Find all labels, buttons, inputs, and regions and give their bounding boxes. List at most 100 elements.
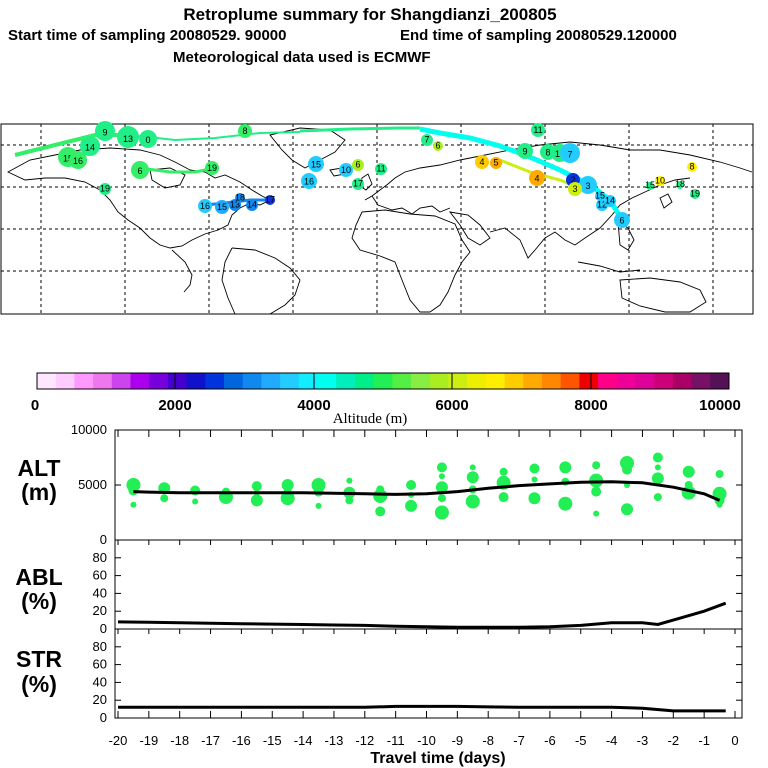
map-marker: 3 <box>568 182 582 196</box>
alt-scatter-point <box>651 472 664 485</box>
alt-scatter-point <box>280 491 295 506</box>
map-marker: 19 <box>690 188 700 199</box>
map-marker-dot <box>131 161 149 179</box>
x-tick-label: -7 <box>513 733 525 748</box>
colorbar-cell <box>485 373 506 389</box>
alt-scatter-point <box>558 496 573 511</box>
map-marker-dot <box>517 143 533 159</box>
map-marker-label: 16 <box>200 201 210 211</box>
colorbar-cell <box>710 373 730 389</box>
alt-scatter-point <box>466 471 479 484</box>
map-marker-label: 12 <box>597 200 607 210</box>
map-marker: 6 <box>131 161 149 179</box>
str-label-line1: STR <box>16 646 62 672</box>
map-marker-label: 5 <box>493 158 498 168</box>
x-tick-label: -10 <box>417 733 436 748</box>
alt-y-ticks: 0 5000 10000 <box>71 422 742 547</box>
map-marker-dot <box>117 126 139 148</box>
colorbar-cell <box>280 373 300 389</box>
map-marker: 14 <box>246 199 258 211</box>
map-marker: 8 <box>238 124 252 138</box>
colorbar-cell <box>317 373 337 389</box>
alt-scatter-point <box>620 456 635 470</box>
str-label-line2: (%) <box>21 671 57 697</box>
map-marker-dot <box>529 170 545 186</box>
colorbar-tick-10000: 10000 <box>699 397 741 414</box>
map-marker-dot <box>690 189 700 199</box>
map-marker-dot <box>95 121 115 141</box>
alt-scatter-point <box>528 492 541 505</box>
x-tick-label: -14 <box>294 733 313 748</box>
colorbar-cells <box>37 373 730 389</box>
map-marker-label: 4 <box>534 174 539 184</box>
colorbar-cell <box>186 373 206 389</box>
map-marker: 14 <box>604 195 616 207</box>
map-marker-dot <box>69 151 87 169</box>
map-marker-label: 18 <box>235 192 245 202</box>
str-y-tick-label: 80 <box>93 639 107 654</box>
colorbar-cell <box>111 373 132 389</box>
alt-scatter-point <box>405 499 418 512</box>
map-marker-label: 15 <box>217 202 227 212</box>
map-marker: 6 <box>614 212 630 228</box>
colorbar-cell <box>504 373 524 389</box>
x-ticks: -20 -19 -18 -17 -16 -15 -14 -13 -12 -11 -10 -9 -8 -7-… <box>109 430 739 748</box>
abl-y-tick-label: 40 <box>93 585 107 600</box>
alt-y-tick-label: 10000 <box>71 422 107 437</box>
alt-scatter-point <box>130 501 137 508</box>
map-marker: 18 <box>235 192 245 203</box>
map-marker: 3 <box>579 176 597 194</box>
map-marker: 0 <box>139 130 157 148</box>
alt-label-line1: ALT <box>17 455 60 481</box>
colorbar-cell <box>523 373 543 389</box>
alt-y-tick-label: 5000 <box>78 477 107 492</box>
map-marker-label: 15 <box>595 190 605 200</box>
map-marker-label: 6 <box>137 166 142 176</box>
map-marker-label: 9 <box>522 147 527 157</box>
sampling-end: End time of sampling 20080529.120000 <box>400 27 677 44</box>
map-marker-label: 6 <box>435 140 440 150</box>
alt-scatter-point <box>469 464 476 471</box>
alt-scatter-point <box>652 452 663 463</box>
alt-scatter-point <box>621 503 634 516</box>
map-marker-label: 11 <box>376 164 385 174</box>
x-tick-label: -11 <box>387 733 405 748</box>
colorbar-frame <box>36 372 730 390</box>
colorbar-cell <box>467 373 487 389</box>
map-marker: 8 <box>687 161 697 172</box>
map-marker-dot <box>531 123 545 137</box>
map-marker-dot <box>475 155 489 169</box>
x-tick-label: -16 <box>232 733 251 748</box>
map-marker: 16 <box>198 199 212 213</box>
alt-scatter-point <box>251 481 262 492</box>
alt-series-line <box>133 480 721 502</box>
map-marker-label: 15 <box>311 160 321 170</box>
abl-label-line1: ABL <box>15 564 62 590</box>
alt-scatter-point <box>715 470 724 478</box>
map-marker-label: 16 <box>555 149 565 159</box>
colorbar-cell <box>167 373 188 389</box>
map-marker-label: 11 <box>533 125 542 135</box>
alt-scatter-point <box>682 465 695 478</box>
colorbar-cell <box>448 373 468 389</box>
str-y-tick-label: 20 <box>93 692 107 707</box>
map-marker-dot <box>265 195 275 205</box>
alt-scatter-point <box>531 476 538 483</box>
colorbar-tick-0: 0 <box>31 397 39 414</box>
map-marker-label: 19 <box>207 163 217 173</box>
alt-scatter-point <box>684 481 693 489</box>
map-marker-label: 14 <box>247 200 257 210</box>
x-tick-label: -6 <box>544 733 556 748</box>
map-marker-label: 17 <box>353 179 363 189</box>
abl-y-tick-label: 0 <box>100 621 107 636</box>
x-tick-label: -18 <box>170 733 189 748</box>
map-marker-dot <box>352 159 364 171</box>
alt-scatter-point <box>437 494 446 503</box>
alt-scatter-point <box>281 479 294 491</box>
map-marker-label: 7 <box>567 150 572 160</box>
abl-y-tick-label: 20 <box>93 603 107 618</box>
colorbar-cell <box>205 373 225 389</box>
map-marker: 17 <box>352 178 364 190</box>
colorbar-tick-2000: 2000 <box>158 397 191 414</box>
